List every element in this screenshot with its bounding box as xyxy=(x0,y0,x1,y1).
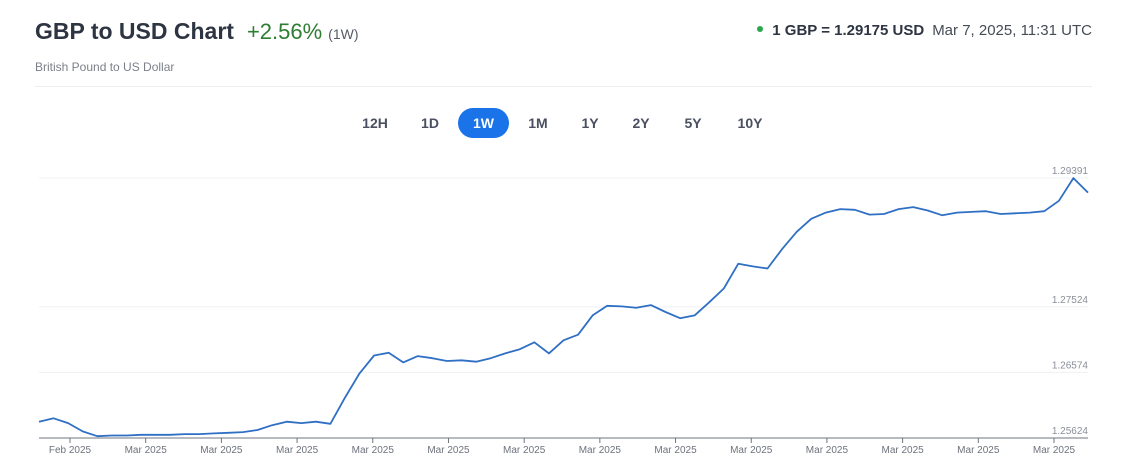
x-tick-label: Feb 2025 xyxy=(49,445,92,456)
period-button-5y[interactable]: 5Y xyxy=(684,115,702,131)
x-tick-label: Mar 2025 xyxy=(1033,445,1076,456)
x-tick-label: Mar 2025 xyxy=(957,445,1000,456)
change-period: (1W) xyxy=(328,26,359,42)
page-title: GBP to USD Chart xyxy=(35,18,234,44)
x-tick-label: Mar 2025 xyxy=(881,445,924,456)
y-tick-label: 1.26574 xyxy=(1052,360,1089,371)
x-tick-label: Mar 2025 xyxy=(200,445,243,456)
period-selector: 12H 1D 1W 1M 1Y 2Y 5Y 10Y xyxy=(0,108,1127,140)
price-line-chart[interactable]: 1.29391 1.27524 1.26574 1.25624 Feb 2025 Mar … xyxy=(0,160,1127,460)
percent-change: +2.56% xyxy=(246,19,323,44)
x-tick-label: Mar 2025 xyxy=(579,445,622,456)
chart-header: GBP to USD Chart +2.56% (1W) British Pou… xyxy=(35,18,1092,78)
period-button-2y[interactable]: 2Y xyxy=(632,115,650,131)
header-divider xyxy=(35,86,1092,87)
period-button-1y[interactable]: 1Y xyxy=(581,115,599,131)
live-indicator-icon xyxy=(757,26,764,32)
period-button-10y[interactable]: 10Y xyxy=(737,115,763,131)
x-tick-label: Mar 2025 xyxy=(654,445,697,456)
x-tick-label: Mar 2025 xyxy=(427,445,470,456)
rate-timestamp: Mar 7, 2025, 11:31 UTC xyxy=(932,22,1092,39)
x-tick-label: Mar 2025 xyxy=(806,445,849,456)
y-tick-label: 1.27524 xyxy=(1052,295,1089,306)
pair-subtitle: British Pound to US Dollar xyxy=(35,60,175,74)
x-tick-label: Mar 2025 xyxy=(503,445,546,456)
y-tick-label: 1.29391 xyxy=(1052,166,1089,177)
x-tick-label: Mar 2025 xyxy=(730,445,773,456)
x-tick-label: Mar 2025 xyxy=(125,445,168,456)
rate-row: 1 GBP = 1.29175 USD Mar 7, 2025, 11:31 U… xyxy=(757,22,1092,39)
y-tick-label: 1.25624 xyxy=(1052,426,1089,437)
current-rate: 1 GBP = 1.29175 USD xyxy=(772,22,925,39)
x-tick-label: Mar 2025 xyxy=(276,445,319,456)
title-row: GBP to USD Chart +2.56% (1W) xyxy=(35,18,359,45)
price-line-series-0 xyxy=(38,177,1089,438)
period-button-1m[interactable]: 1M xyxy=(528,115,548,131)
x-tick-label: Mar 2025 xyxy=(352,445,395,456)
period-button-1w[interactable]: 1W xyxy=(458,108,509,138)
period-button-12h[interactable]: 12H xyxy=(362,115,388,131)
period-button-1d[interactable]: 1D xyxy=(421,115,439,131)
